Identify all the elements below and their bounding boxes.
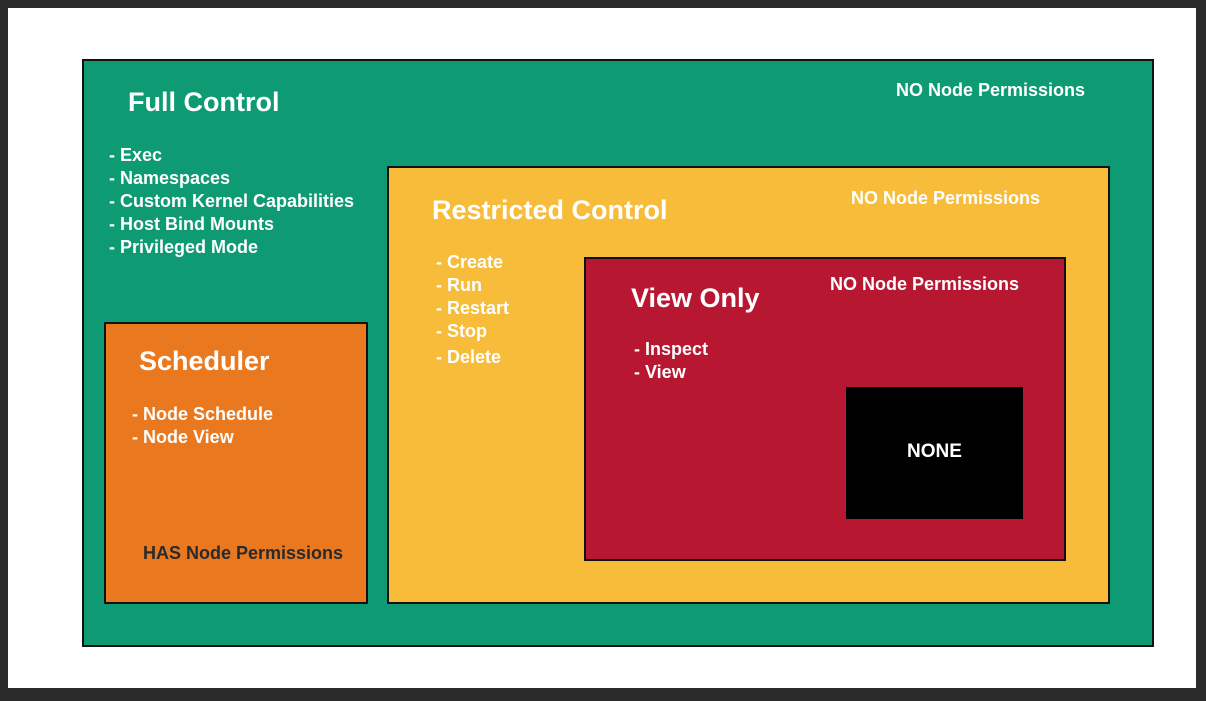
full-control-title: Full Control bbox=[128, 87, 280, 117]
scheduler-title: Scheduler bbox=[139, 346, 270, 376]
list-item: - View bbox=[634, 362, 686, 382]
full-control-list: - Exec - Namespaces - Custom Kernel Capa… bbox=[109, 144, 354, 259]
list-item: - Run bbox=[436, 275, 482, 295]
restricted-control-list: - Create - Run - Restart - Stop - Delete bbox=[436, 251, 509, 369]
view-only-title: View Only bbox=[631, 283, 760, 313]
list-item: - Delete bbox=[436, 347, 502, 367]
view-only-node-permissions: NO Node Permissions bbox=[830, 274, 1020, 294]
list-item: - Stop bbox=[436, 321, 487, 341]
list-item: - Inspect bbox=[634, 339, 709, 359]
none-box: NONE bbox=[846, 387, 1023, 519]
list-item: - Exec bbox=[109, 145, 163, 165]
list-item: - Create bbox=[436, 252, 504, 272]
none-label: NONE bbox=[907, 441, 962, 462]
scheduler-node-permissions: HAS Node Permissions bbox=[143, 543, 344, 563]
scheduler-box: Scheduler - Node Schedule - Node View HA… bbox=[104, 322, 368, 604]
diagram-canvas: Full Control NO Node Permissions - Exec … bbox=[8, 8, 1196, 688]
restricted-control-title: Restricted Control bbox=[432, 195, 668, 225]
restricted-control-node-permissions: NO Node Permissions bbox=[851, 188, 1041, 208]
list-item: - Namespaces bbox=[109, 168, 231, 188]
list-item: - Host Bind Mounts bbox=[109, 214, 274, 234]
list-item: - Node View bbox=[132, 427, 234, 447]
scheduler-list: - Node Schedule - Node View bbox=[132, 403, 273, 449]
list-item: - Custom Kernel Capabilities bbox=[109, 191, 355, 211]
full-control-node-permissions: NO Node Permissions bbox=[896, 80, 1086, 100]
list-item: - Privileged Mode bbox=[109, 237, 259, 257]
list-item: - Restart bbox=[436, 298, 510, 318]
list-item: - Node Schedule bbox=[132, 404, 274, 424]
view-only-list: - Inspect - View bbox=[634, 338, 708, 384]
